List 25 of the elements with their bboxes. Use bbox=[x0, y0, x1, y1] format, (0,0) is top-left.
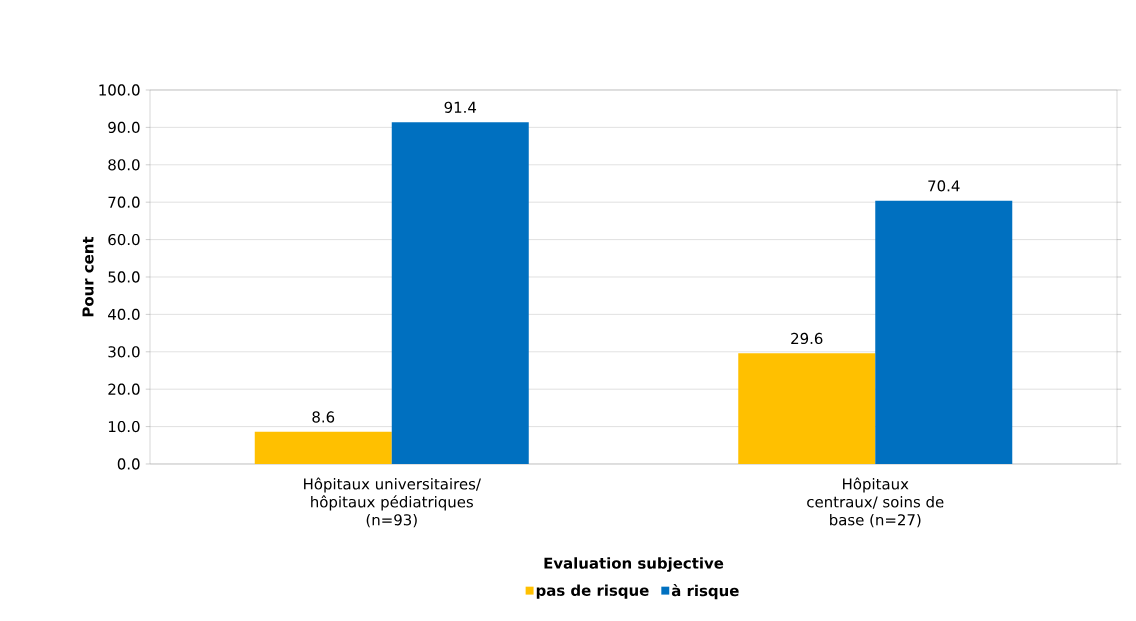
bar bbox=[738, 353, 876, 464]
legend-title: Evaluation subjective bbox=[544, 557, 724, 572]
y-tick-label: 70.0 bbox=[108, 196, 140, 208]
bar bbox=[391, 122, 529, 464]
y-tick-label: 60.0 bbox=[108, 233, 140, 246]
y-tick-label: 10.0 bbox=[108, 420, 140, 433]
legend-label: à risque bbox=[671, 584, 739, 600]
y-tick-label: 80.0 bbox=[108, 159, 140, 171]
data-label: 8.6 bbox=[312, 411, 335, 423]
x-tick-label: Hôpitaux universitaires/ hôpitaux pédiatriques (n=93) bbox=[304, 477, 481, 528]
y-tick-label: 100.0 bbox=[99, 84, 140, 96]
y-tick-label: 30.0 bbox=[108, 346, 140, 358]
data-label: 91.4 bbox=[444, 101, 477, 113]
y-tick-label: 20.0 bbox=[108, 383, 140, 395]
y-tick-label: 90.0 bbox=[108, 121, 140, 134]
data-label: 29.6 bbox=[791, 332, 823, 345]
y-tick-label: 50.0 bbox=[108, 271, 140, 283]
y-tick-label: 0.0 bbox=[117, 458, 140, 470]
legend-label: pas de risque bbox=[536, 584, 649, 599]
y-axis-title: Pour cent bbox=[82, 236, 94, 317]
bar bbox=[254, 431, 392, 464]
data-label: 70.4 bbox=[928, 180, 960, 192]
bar bbox=[875, 200, 1013, 464]
y-tick-label: 40.0 bbox=[108, 308, 140, 321]
x-tick-label: Hôpitaux centraux/ soins de base (n=27) bbox=[807, 477, 944, 528]
